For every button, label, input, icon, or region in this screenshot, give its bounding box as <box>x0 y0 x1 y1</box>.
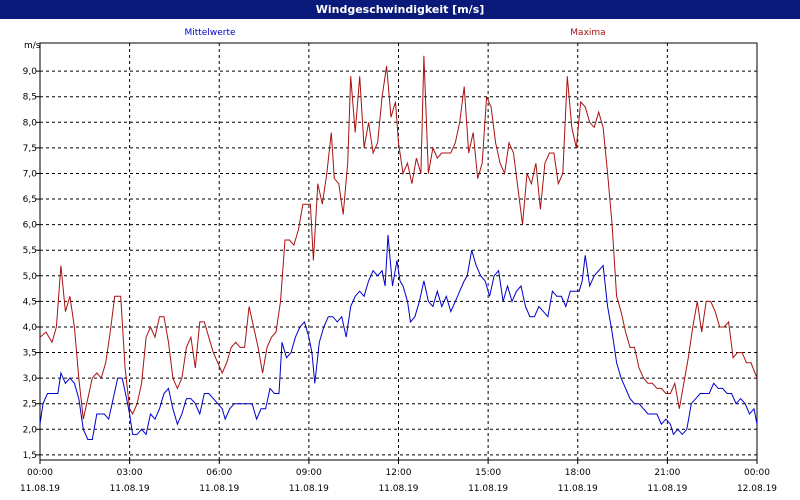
y-tick-label: 2,5 <box>23 400 37 410</box>
plot-frame <box>39 42 758 461</box>
y-tick-label: 6,5 <box>23 195 37 205</box>
axes <box>36 42 758 464</box>
y-tick-label: 3,0 <box>23 374 38 384</box>
x-tick-date: 11.08.19 <box>110 484 150 494</box>
x-tick-date: 11.08.19 <box>647 484 687 494</box>
x-tick-time: 00:00 <box>744 468 770 478</box>
y-tick-label: 8,0 <box>23 118 38 128</box>
y-tick-label: 3,5 <box>23 349 37 359</box>
x-tick-time: 00:00 <box>27 468 53 478</box>
x-tick-time: 21:00 <box>654 468 680 478</box>
legend-maxima: Maxima <box>570 28 605 38</box>
x-tick-date: 12.08.19 <box>737 484 777 494</box>
window-title: Windgeschwindigkeit [m/s] <box>0 0 800 19</box>
x-tick-labels: 00:00 11.08.19 03:00 11.08.19 06:00 11.08.19 0… <box>20 468 777 494</box>
y-axis-unit: m/s <box>24 41 41 51</box>
series-maxima-line <box>39 55 758 420</box>
x-tick-time: 18:00 <box>565 468 591 478</box>
x-tick-time: 03:00 <box>117 468 143 478</box>
series-lines <box>39 55 758 440</box>
x-tick-date: 11.08.19 <box>20 484 60 494</box>
series-mittelwerte-line <box>39 234 758 440</box>
y-tick-label: 7,0 <box>23 169 38 179</box>
y-tick-label: 9,0 <box>23 67 38 77</box>
y-tick-label: 5,0 <box>23 272 38 282</box>
x-tick-date: 11.08.19 <box>468 484 508 494</box>
y-tick-label: 4,5 <box>23 297 37 307</box>
y-tick-label: 8,5 <box>23 93 37 103</box>
x-tick-date: 11.08.19 <box>199 484 239 494</box>
y-tick-labels: 1,5 2,0 2,5 3,0 3,5 4,0 4,5 5,0 5,5 6,0 6,5 7,0 7,5 8… <box>23 67 38 461</box>
y-tick-label: 5,5 <box>23 246 37 256</box>
x-tick-time: 15:00 <box>475 468 501 478</box>
legend-mittelwerte: Mittelwerte <box>184 28 235 38</box>
x-tick-date: 11.08.19 <box>558 484 598 494</box>
x-tick-time: 09:00 <box>296 468 322 478</box>
x-tick-time: 06:00 <box>206 468 232 478</box>
x-tick-date: 11.08.19 <box>289 484 329 494</box>
grid <box>39 43 758 460</box>
y-tick-label: 7,5 <box>23 144 37 154</box>
y-tick-label: 2,0 <box>23 425 38 435</box>
y-tick-label: 6,0 <box>23 221 38 231</box>
y-tick-label: 4,0 <box>23 323 38 333</box>
x-tick-time: 12:00 <box>386 468 412 478</box>
y-tick-label: 1,5 <box>23 451 37 461</box>
x-tick-date: 11.08.19 <box>378 484 418 494</box>
